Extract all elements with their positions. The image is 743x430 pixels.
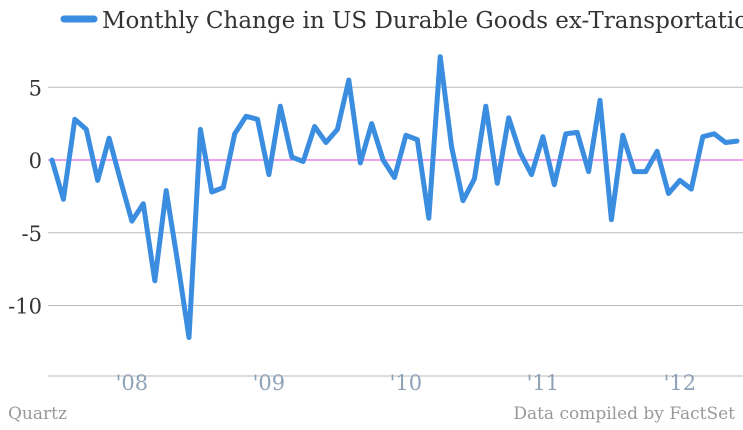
y-tick-label: -5	[22, 222, 42, 246]
x-tick-label: '11	[527, 371, 560, 395]
y-tick-label: -10	[8, 295, 42, 319]
legend: Monthly Change in US Durable Goods ex-Tr…	[60, 8, 743, 34]
source-credit: Quartz	[8, 404, 67, 424]
y-tick-label: 0	[29, 149, 42, 173]
grid-lines	[48, 86, 743, 377]
x-tick-label: '10	[390, 371, 423, 395]
x-tick-label: '08	[116, 371, 149, 395]
y-axis: 5 0 -5 -10	[8, 76, 42, 318]
series-layer	[49, 54, 740, 340]
y-tick-label: 5	[29, 76, 42, 100]
legend-label: Monthly Change in US Durable Goods ex-Tr…	[102, 8, 743, 34]
series-line	[49, 54, 740, 340]
x-axis: '08 '09 '10 '11 '12	[116, 371, 697, 395]
x-tick-label: '12	[664, 371, 697, 395]
x-tick-label: '09	[253, 371, 286, 395]
data-credit: Data compiled by FactSet	[513, 404, 735, 424]
